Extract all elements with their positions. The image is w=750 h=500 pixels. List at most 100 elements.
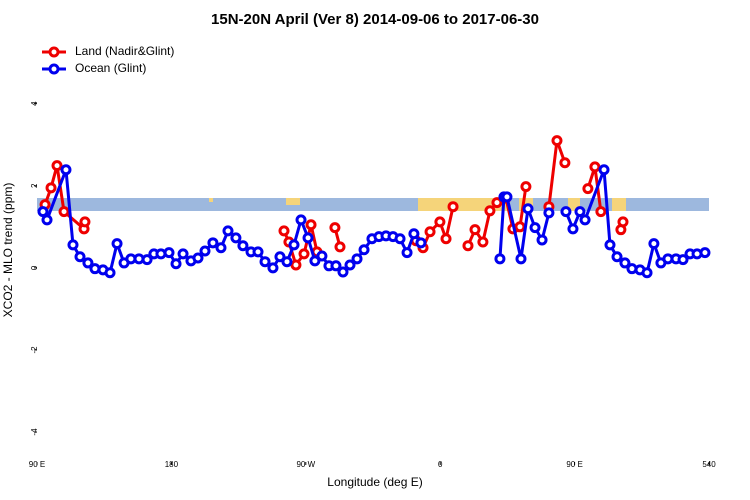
- data-point: [74, 251, 86, 263]
- data-point: [337, 266, 349, 278]
- data-point: [424, 226, 436, 238]
- ocean-strip: [37, 198, 709, 211]
- data-point: [394, 233, 406, 245]
- data-point: [51, 160, 63, 172]
- x-axis-label: Longitude (deg E): [327, 475, 422, 489]
- data-point: [295, 214, 307, 226]
- data-point: [477, 236, 489, 248]
- data-point: [230, 232, 242, 244]
- data-point: [309, 255, 321, 267]
- data-point: [699, 247, 711, 259]
- data-point: [37, 206, 49, 218]
- data-point: [329, 222, 341, 234]
- data-point: [462, 240, 474, 252]
- data-point: [522, 203, 534, 215]
- x-tick-label: 0: [438, 460, 443, 469]
- data-point: [82, 257, 94, 269]
- data-point: [104, 267, 116, 279]
- data-point: [415, 237, 427, 249]
- y-tick-label: 2: [30, 183, 39, 188]
- data-point: [141, 254, 153, 266]
- data-point: [598, 164, 610, 176]
- y-tick-label: 0: [30, 265, 39, 270]
- data-point: [41, 214, 53, 226]
- data-point: [274, 251, 286, 263]
- data-point: [469, 224, 481, 236]
- data-point: [58, 206, 70, 218]
- data-point: [648, 238, 660, 250]
- data-point: [290, 259, 302, 271]
- data-point: [589, 161, 601, 173]
- y-axis-label: XCO2 - MLO trend (ppm): [1, 183, 15, 318]
- data-point: [281, 256, 293, 268]
- data-point: [582, 183, 594, 195]
- data-point: [252, 246, 264, 258]
- data-point: [170, 258, 182, 270]
- data-point: [298, 248, 310, 260]
- data-point: [222, 225, 234, 237]
- chart-title: 15N-20N April (Ver 8) 2014-09-06 to 2017…: [211, 11, 539, 28]
- data-point: [344, 259, 356, 271]
- data-point: [484, 205, 496, 217]
- data-point: [619, 257, 631, 269]
- data-point: [67, 239, 79, 251]
- data-point: [278, 225, 290, 237]
- data-point: [611, 251, 623, 263]
- data-point: [215, 242, 227, 254]
- data-point: [574, 206, 586, 218]
- data-point: [440, 233, 452, 245]
- data-point: [551, 135, 563, 147]
- data-point: [192, 252, 204, 264]
- data-point: [677, 254, 689, 266]
- data-point: [177, 248, 189, 260]
- data-point: [237, 240, 249, 252]
- x-tick-label: 180: [165, 460, 179, 469]
- data-point: [334, 241, 346, 253]
- y-tick-label: -2: [30, 346, 39, 354]
- data-point: [520, 181, 532, 193]
- data-point: [514, 221, 526, 233]
- data-point: [199, 245, 211, 257]
- data-point: [447, 201, 459, 213]
- x-tick-label: 90 W: [296, 460, 315, 469]
- data-point: [491, 197, 503, 209]
- data-point: [401, 247, 413, 259]
- data-point: [617, 216, 629, 228]
- data-point: [529, 222, 541, 234]
- legend-marker: [48, 46, 60, 58]
- data-point: [579, 214, 591, 226]
- data-point: [543, 207, 555, 219]
- data-point: [45, 182, 57, 194]
- legend-label: Ocean (Glint): [75, 61, 146, 75]
- land-patch: [612, 198, 626, 211]
- legend-label: Land (Nadir&Glint): [75, 44, 174, 58]
- data-point: [560, 206, 572, 218]
- x-tick-label: 90 E: [29, 460, 45, 469]
- data-point: [567, 223, 579, 235]
- data-point: [79, 216, 91, 228]
- data-point: [207, 237, 219, 249]
- data-point: [302, 232, 314, 244]
- data-point: [316, 250, 328, 262]
- data-point: [515, 253, 527, 265]
- x-tick-label: 540: [702, 460, 716, 469]
- data-point: [351, 253, 363, 265]
- data-point: [267, 262, 279, 274]
- data-point: [641, 267, 653, 279]
- data-point: [330, 260, 342, 272]
- data-point: [163, 247, 175, 259]
- legend: Land (Nadir&Glint) Ocean (Glint): [42, 44, 174, 75]
- data-point: [494, 253, 506, 265]
- land-patch: [286, 198, 300, 205]
- data-point: [288, 239, 300, 251]
- data-point: [536, 234, 548, 246]
- data-point: [501, 191, 513, 203]
- data-point: [434, 216, 446, 228]
- data-point: [305, 219, 317, 231]
- data-point: [595, 206, 607, 218]
- data-point: [358, 244, 370, 256]
- data-point: [408, 228, 420, 240]
- y-tick-label: 4: [30, 101, 39, 106]
- y-tick-label: -4: [30, 428, 39, 436]
- x-tick-label: 90 E: [566, 460, 582, 469]
